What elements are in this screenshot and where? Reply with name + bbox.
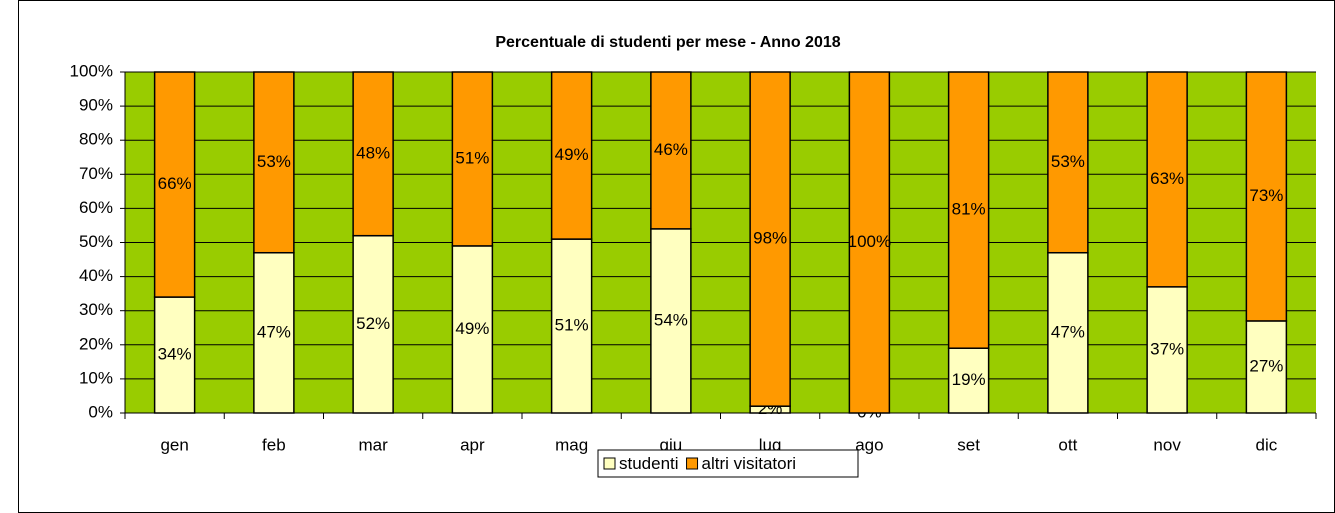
- bar-segment: [1047, 251, 1089, 414]
- bar-segment: [550, 238, 593, 414]
- data-label: 47%: [257, 322, 291, 341]
- x-tick-label: dic: [1256, 435, 1278, 454]
- bar-segment: [451, 71, 494, 247]
- bar-segment: [848, 71, 891, 414]
- y-tick-label: 40%: [79, 266, 113, 285]
- y-tick-label: 10%: [79, 368, 113, 387]
- data-label: 46%: [654, 140, 688, 159]
- legend-swatch: [686, 457, 699, 470]
- y-tick-label: 60%: [79, 198, 113, 217]
- bar-segment: [253, 71, 295, 254]
- bar-segment: [451, 245, 494, 414]
- data-label: 34%: [158, 345, 192, 364]
- data-label: 51%: [455, 148, 489, 167]
- legend-label: altri visitatori: [702, 454, 796, 473]
- bar-segment: [253, 251, 295, 414]
- x-tick-label: mar: [358, 435, 388, 454]
- data-label: 66%: [158, 174, 192, 193]
- bar-segment: [650, 71, 692, 230]
- bar-segment: [749, 71, 791, 407]
- x-tick-label: apr: [460, 435, 485, 454]
- legend-swatch: [603, 457, 616, 470]
- bar-segment: [947, 347, 990, 414]
- x-tick-label: feb: [262, 435, 286, 454]
- bar-segment: [1146, 286, 1188, 414]
- data-label: 63%: [1150, 169, 1184, 188]
- bar-segment: [352, 71, 394, 237]
- x-tick-label: gen: [160, 435, 188, 454]
- bar-segment: [650, 228, 692, 414]
- chart-title: Percentuale di studenti per mese - Anno …: [495, 34, 840, 51]
- bar-segment: [1146, 71, 1188, 288]
- data-label: 49%: [555, 145, 589, 164]
- y-tick-label: 30%: [79, 300, 113, 319]
- bar-segment: [947, 71, 990, 349]
- data-label: 49%: [455, 319, 489, 338]
- y-tick-label: 100%: [70, 61, 113, 80]
- x-tick-label: set: [957, 435, 980, 454]
- data-label: 52%: [356, 314, 390, 333]
- data-label: 47%: [1051, 322, 1085, 341]
- legend-box: [597, 449, 859, 478]
- x-tick-label: ott: [1058, 435, 1077, 454]
- data-label: 54%: [654, 310, 688, 329]
- y-tick-label: 0%: [88, 402, 113, 421]
- bar-segment: [1047, 71, 1089, 254]
- y-tick-label: 50%: [79, 232, 113, 251]
- data-label: 100%: [848, 232, 891, 251]
- data-label: 37%: [1150, 339, 1184, 358]
- data-label: 51%: [555, 316, 589, 335]
- y-tick-label: 90%: [79, 96, 113, 115]
- data-label: 19%: [952, 370, 986, 389]
- bar-segment: [153, 71, 196, 298]
- y-tick-label: 20%: [79, 334, 113, 353]
- bar-segment: [352, 234, 394, 414]
- bar-segment: [1245, 320, 1288, 414]
- bar-segment: [1245, 71, 1288, 322]
- y-tick-label: 70%: [79, 164, 113, 183]
- y-tick-label: 80%: [79, 130, 113, 149]
- x-tick-label: mag: [555, 435, 588, 454]
- data-label: 98%: [753, 229, 787, 248]
- bar-segment: [550, 71, 593, 240]
- x-tick-label: ago: [855, 435, 883, 454]
- data-label: 73%: [1249, 186, 1283, 205]
- legend-label: studenti: [619, 454, 679, 473]
- data-label: 81%: [952, 200, 986, 219]
- data-label: 53%: [1051, 152, 1085, 171]
- bar-segment: [153, 296, 196, 414]
- data-label: 27%: [1249, 356, 1283, 375]
- x-tick-label: nov: [1153, 435, 1181, 454]
- data-label: 53%: [257, 152, 291, 171]
- data-label: 48%: [356, 143, 390, 162]
